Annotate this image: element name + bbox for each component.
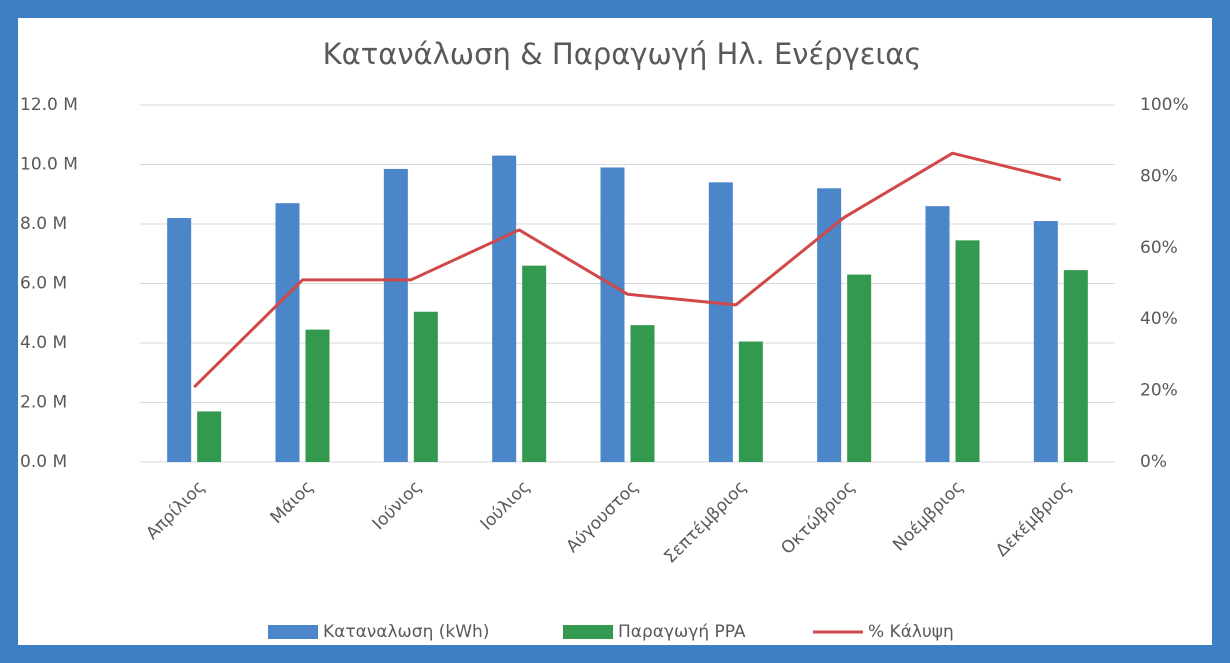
bar <box>1063 270 1088 462</box>
y-tick-label: 2.0 M <box>20 393 67 413</box>
y2-tick-label: 60% <box>1140 238 1178 258</box>
x-tick-label: Νοέμβριος <box>889 477 967 555</box>
x-tick-label: Απρίλιος <box>142 477 209 544</box>
bar <box>955 240 980 462</box>
chart-title: Κατανάλωση & Παραγωγή Ηλ. Ενέργειας <box>323 37 922 71</box>
y-tick-label: 6.0 M <box>20 274 67 294</box>
bar <box>817 188 842 463</box>
bar <box>383 168 408 462</box>
x-tick-label: Δεκέμβριος <box>992 477 1076 561</box>
y-tick-label: 10.0 M <box>20 155 78 175</box>
bar <box>738 341 763 462</box>
x-tick-label: Οκτώβριος <box>777 477 859 559</box>
x-tick-label: Σεπτέμβριος <box>660 477 751 568</box>
y-tick-label: 12.0 M <box>20 95 78 115</box>
y-tick-label: 8.0 M <box>20 214 67 234</box>
y2-tick-label: 80% <box>1140 166 1178 186</box>
bar <box>925 206 950 462</box>
legend-label: Παραγωγή PPA <box>618 622 746 642</box>
line-series <box>193 151 1062 389</box>
bar <box>167 218 192 462</box>
bar <box>847 274 872 462</box>
bar <box>275 203 300 463</box>
bar <box>413 311 438 462</box>
y-tick-label: 0.0 M <box>20 452 67 472</box>
x-tick-label: Μάιος <box>267 477 318 528</box>
y-tick-label: 4.0 M <box>20 333 67 353</box>
chart: Κατανάλωση & Παραγωγή Ηλ. Ενέργειας 0.0 … <box>18 18 1212 645</box>
legend-label: Καταναλωση (kWh) <box>323 622 489 642</box>
x-tick-label: Αύγουστος <box>563 477 643 557</box>
y2-tick-label: 100% <box>1140 95 1189 115</box>
x-tick-label: Ιούνιος <box>369 477 426 534</box>
bar <box>600 167 625 462</box>
x-tick-label: Ιούλιος <box>477 477 535 535</box>
bar <box>1033 221 1058 462</box>
bar <box>708 182 733 462</box>
y2-tick-label: 0% <box>1140 452 1167 472</box>
bar <box>305 329 330 462</box>
legend-label: % Κάλυψη <box>868 622 954 642</box>
bar <box>522 265 547 462</box>
y2-tick-label: 20% <box>1140 381 1178 401</box>
bar <box>630 325 655 462</box>
y2-tick-label: 40% <box>1140 309 1178 329</box>
legend-swatch <box>563 625 613 639</box>
legend-swatch <box>268 625 318 639</box>
bar <box>492 155 517 462</box>
bar <box>197 411 222 462</box>
